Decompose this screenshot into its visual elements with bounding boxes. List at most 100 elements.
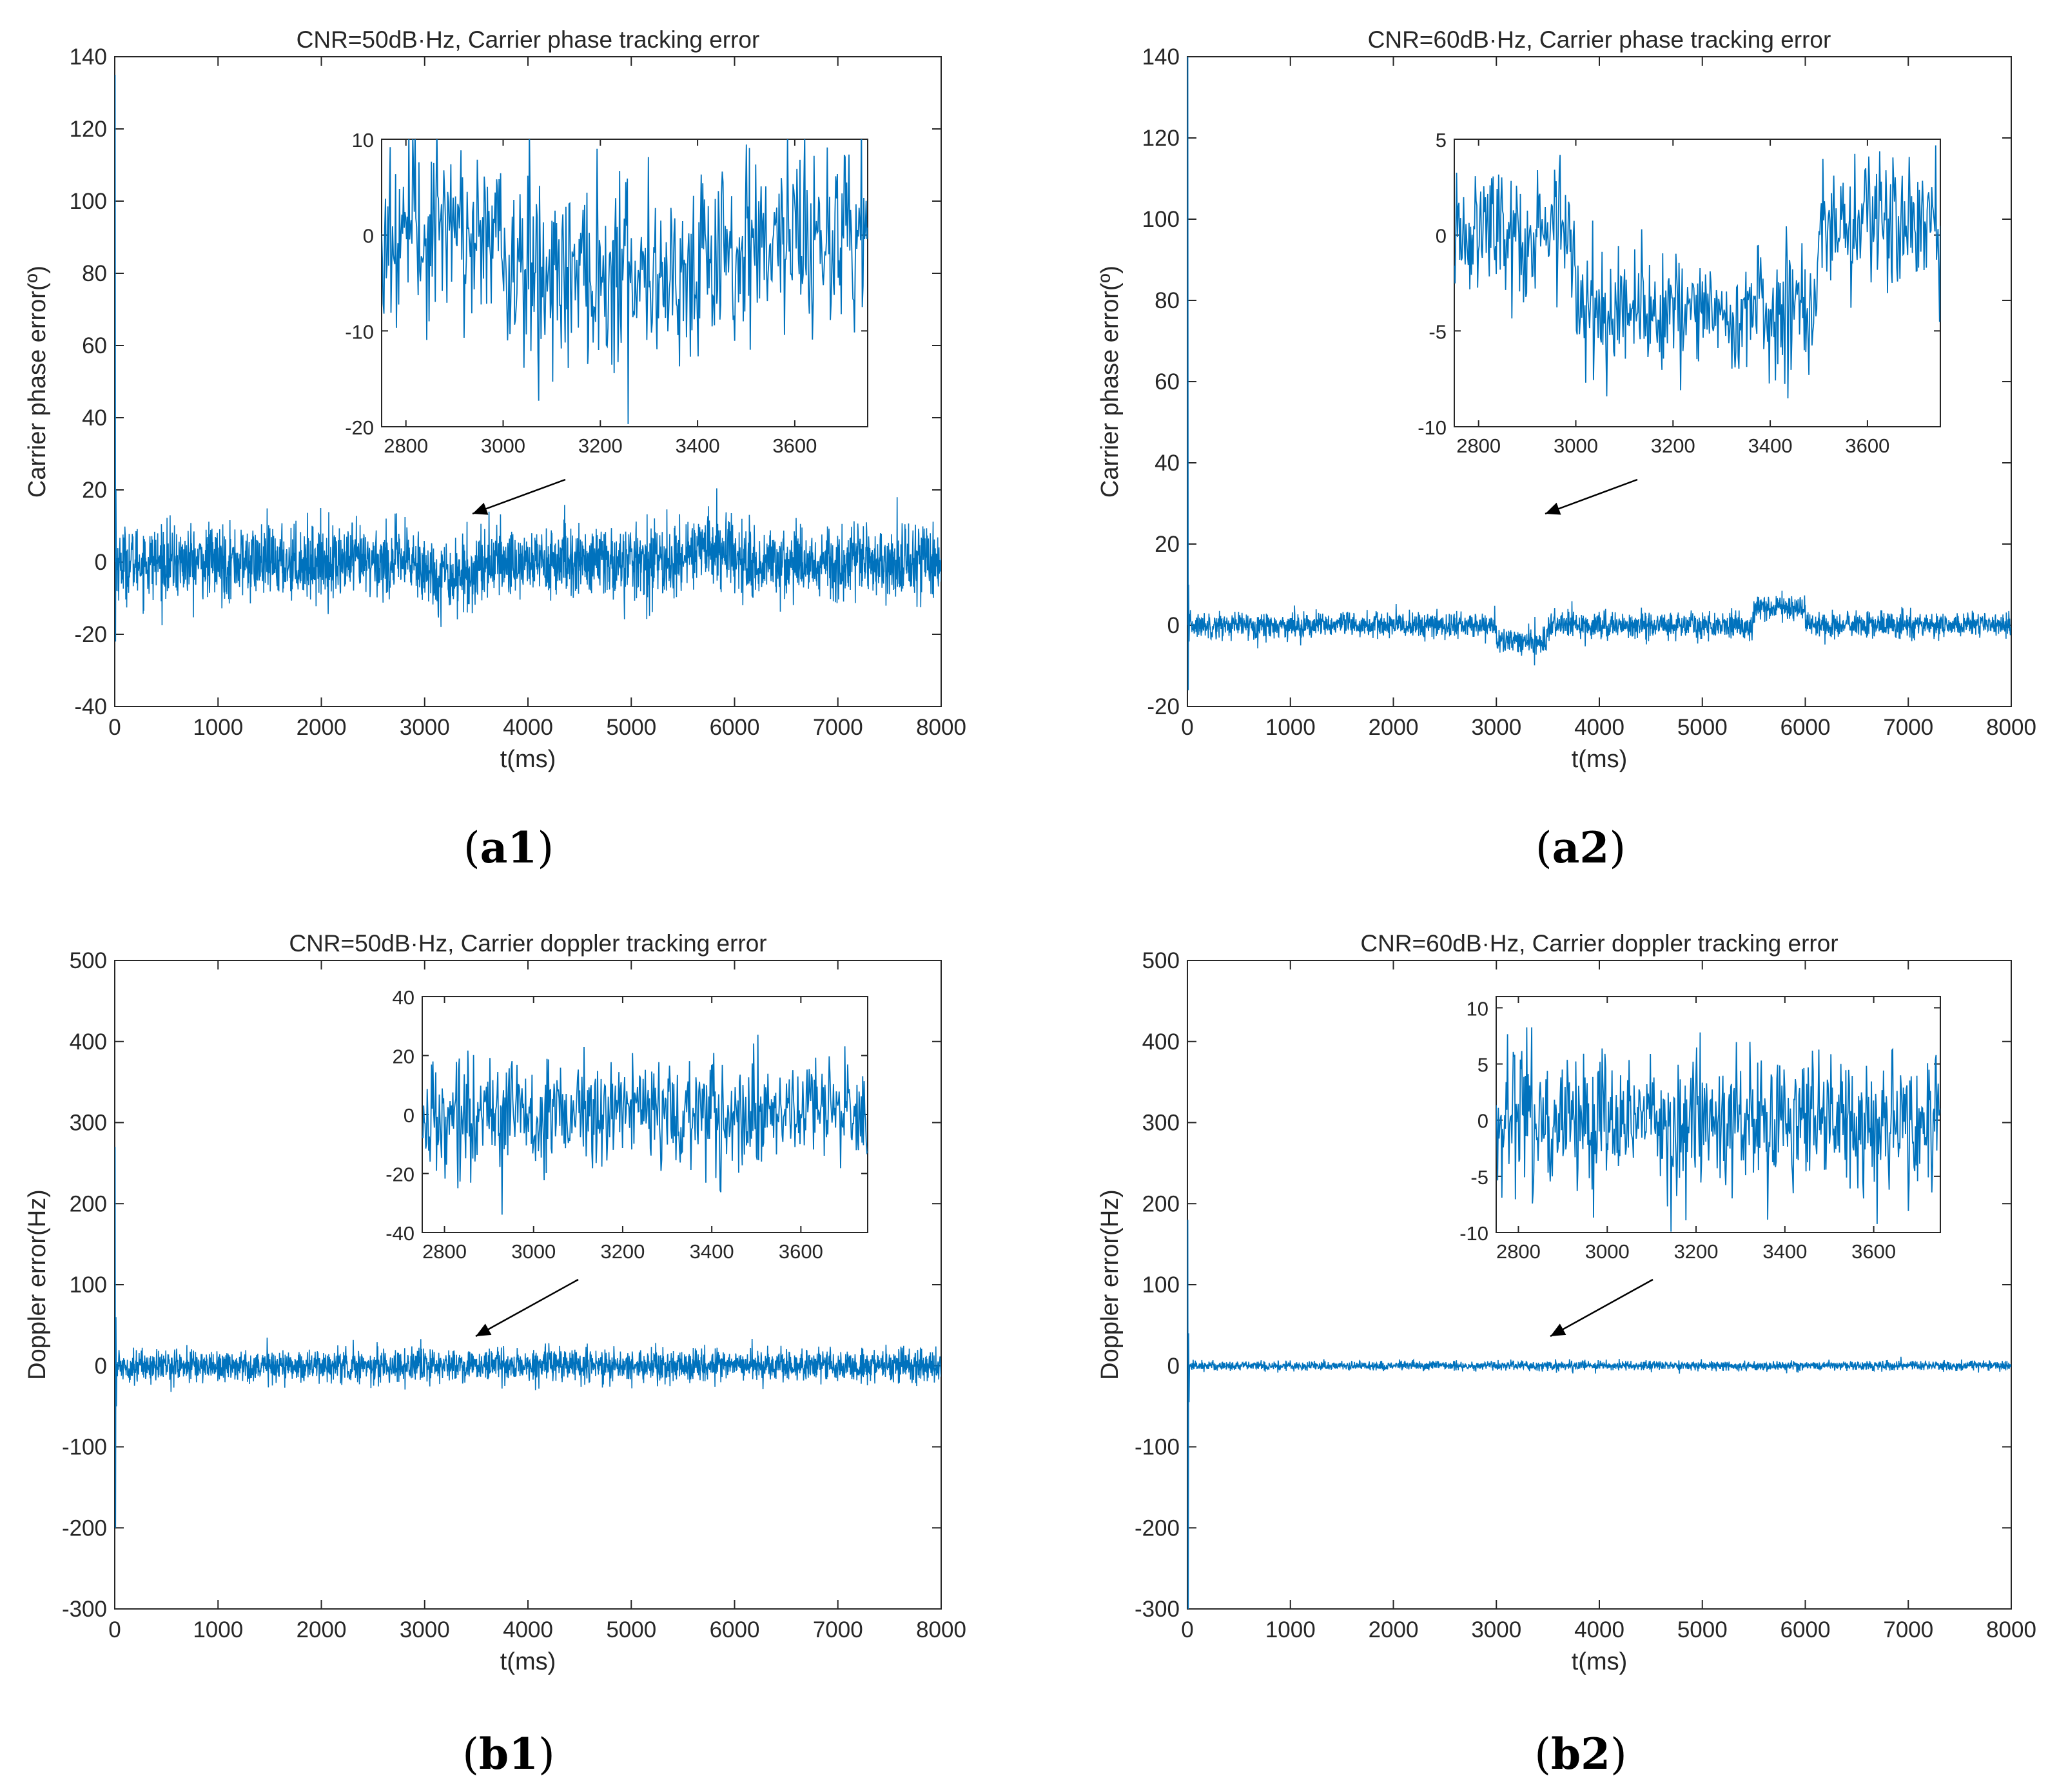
inset-axis-ytick-label: -10 bbox=[345, 320, 374, 343]
chart-title: CNR=60dB·Hz, Carrier doppler tracking er… bbox=[1360, 930, 1838, 957]
axis-xtick-label: 6000 bbox=[710, 715, 760, 740]
inset-axis-ytick-label: 5 bbox=[1477, 1054, 1488, 1076]
axis-xtick-label: 3000 bbox=[400, 715, 450, 740]
axis-xtick-label: 4000 bbox=[1574, 1617, 1624, 1642]
axis-ytick-label: 400 bbox=[1142, 1029, 1180, 1055]
y-axis-label: Doppler error(Hz) bbox=[24, 1189, 51, 1380]
inset-axis-ytick-label: 10 bbox=[352, 129, 374, 151]
inset-zoom: 2800 3000 3200 3400 3600 40 20 0 -20 -40 bbox=[385, 986, 868, 1263]
series-line-doppler-error bbox=[115, 1147, 941, 1528]
axis-xtick-label: 7000 bbox=[1883, 1617, 1933, 1642]
axis-xtick-label: 2000 bbox=[1369, 715, 1419, 740]
axis-ytick-label: -200 bbox=[62, 1515, 107, 1541]
panel-label-close: ) bbox=[537, 823, 554, 873]
axis-ytick-label: 80 bbox=[1155, 288, 1180, 313]
y-axis-label: Carrier phase error(º) bbox=[1097, 266, 1124, 498]
inset-axis-xtick-label: 3600 bbox=[1851, 1240, 1896, 1263]
series-line-carrier-phase-error bbox=[115, 74, 941, 642]
panel-label-open: ( bbox=[1534, 1729, 1551, 1779]
zoom-arrow bbox=[472, 478, 566, 515]
axis-xtick-label: 4000 bbox=[503, 1617, 553, 1642]
zoom-arrow bbox=[1545, 478, 1638, 515]
inset-axis-frame bbox=[422, 996, 868, 1233]
panel-label: (a2) bbox=[1536, 823, 1626, 873]
chart-panel-b2: 0 1000 2000 3000 4000 5000 6000 7000 8000 500 400 3… bbox=[1097, 930, 2036, 1779]
inset-axis-ytick-label: -10 bbox=[1459, 1222, 1488, 1245]
inset-axis-ytick-label: 0 bbox=[363, 225, 374, 248]
axis-ytick-label: 100 bbox=[70, 189, 107, 214]
axis-xtick-label: 6000 bbox=[1780, 1617, 1831, 1642]
axis-xtick-label: 2000 bbox=[297, 1617, 347, 1642]
axis-xtick-label: 3000 bbox=[1471, 715, 1521, 740]
series-line-carrier-phase-error bbox=[1187, 57, 2011, 690]
axis-ytick-label: 80 bbox=[82, 261, 107, 286]
axis-ytick-label: 0 bbox=[95, 550, 107, 575]
panel-label-id: b1 bbox=[479, 1729, 538, 1779]
inset-axis-xtick-label: 3200 bbox=[578, 434, 623, 457]
inset-axis-xtick-label: 3000 bbox=[1554, 434, 1598, 457]
inset-axis-xtick-label: 3000 bbox=[511, 1240, 556, 1263]
axis-xtick-label: 0 bbox=[108, 1617, 121, 1642]
panel-label: (b2) bbox=[1534, 1729, 1627, 1779]
zoom-arrow bbox=[1550, 1278, 1653, 1338]
axis-xtick-label: 2000 bbox=[1369, 1617, 1419, 1642]
inset-axis-xtick-label: 2800 bbox=[1496, 1240, 1541, 1263]
axis-ytick-label: 300 bbox=[1142, 1111, 1180, 1136]
inset-series-line bbox=[382, 139, 868, 424]
axis-xtick-label: 0 bbox=[1181, 1617, 1193, 1642]
inset-axis-xtick-label: 3400 bbox=[690, 1240, 734, 1263]
inset-series-line bbox=[422, 1035, 868, 1215]
inset-axis-ytick-label: 0 bbox=[404, 1104, 414, 1127]
axis-ytick-label: 500 bbox=[1142, 948, 1180, 973]
axis-xtick-label: 1000 bbox=[1265, 715, 1316, 740]
axis-xtick-label: 5000 bbox=[1677, 1617, 1728, 1642]
inset-axis-ytick-label: 10 bbox=[1467, 997, 1488, 1020]
inset-axis-ytick-label: -40 bbox=[385, 1222, 414, 1245]
panel-label-id: b2 bbox=[1551, 1729, 1610, 1779]
panel-label-close: ) bbox=[1610, 1729, 1627, 1779]
axis-xtick-label: 5000 bbox=[606, 1617, 656, 1642]
axis-xtick-label: 8000 bbox=[1986, 1617, 2036, 1642]
axis-ytick-label: -40 bbox=[74, 694, 107, 719]
axis-xtick-label: 7000 bbox=[813, 715, 863, 740]
axis-ytick-label: 300 bbox=[70, 1111, 107, 1136]
axis-ytick-label: 40 bbox=[1155, 451, 1180, 476]
panel-label-id: a1 bbox=[480, 823, 538, 873]
axis-xtick-label: 5000 bbox=[606, 715, 656, 740]
axis-xtick-label: 1000 bbox=[193, 1617, 243, 1642]
axis-ytick-label: 400 bbox=[70, 1029, 107, 1055]
axis-ytick-label: 100 bbox=[1142, 1272, 1180, 1298]
inset-axis-xtick-label: 3400 bbox=[1762, 1240, 1807, 1263]
axis-xtick-label: 1000 bbox=[193, 715, 243, 740]
axis-ytick-label: -20 bbox=[1147, 694, 1180, 719]
y-axis-label: Doppler error(Hz) bbox=[1097, 1189, 1124, 1380]
inset-axis-xtick-label: 3200 bbox=[1674, 1240, 1719, 1263]
inset-axis-ytick-label: -20 bbox=[385, 1164, 414, 1186]
axis-ytick-label: 60 bbox=[1155, 369, 1180, 394]
panel-label-close: ) bbox=[1609, 823, 1626, 873]
zoom-arrow bbox=[475, 1278, 579, 1338]
axis-xtick-label: 6000 bbox=[1780, 715, 1831, 740]
inset-axis-xtick-label: 3600 bbox=[779, 1240, 823, 1263]
inset-axis-ytick-label: -20 bbox=[345, 416, 374, 439]
panel-label-id: a2 bbox=[1552, 823, 1610, 873]
axis-xtick-label: 6000 bbox=[710, 1617, 760, 1642]
inset-axis-xtick-label: 3000 bbox=[1585, 1240, 1630, 1263]
axis-xtick-label: 0 bbox=[108, 715, 121, 740]
inset-axis-xtick-label: 2800 bbox=[384, 434, 428, 457]
inset-axis-ytick-label: 5 bbox=[1436, 129, 1447, 151]
inset-zoom: 2800 3000 3200 3400 3600 5 0 -5 -10 bbox=[1418, 129, 1941, 457]
axis-ytick-label: -100 bbox=[1135, 1435, 1180, 1460]
y-axis-label: Carrier phase error(º) bbox=[24, 266, 51, 498]
axis-xtick-label: 7000 bbox=[813, 1617, 863, 1642]
inset-axis-ytick-label: 20 bbox=[393, 1046, 414, 1068]
axis-ytick-label: 200 bbox=[1142, 1191, 1180, 1216]
axis-ytick-label: 120 bbox=[1142, 126, 1180, 151]
axis-ytick-label: -200 bbox=[1135, 1515, 1180, 1541]
axis-ytick-label: 60 bbox=[82, 333, 107, 358]
inset-axis-ytick-label: -5 bbox=[1429, 320, 1447, 343]
axis-xtick-label: 1000 bbox=[1265, 1617, 1316, 1642]
inset-axis-ytick-label: 40 bbox=[393, 986, 414, 1009]
axis-xtick-label: 8000 bbox=[916, 1617, 966, 1642]
